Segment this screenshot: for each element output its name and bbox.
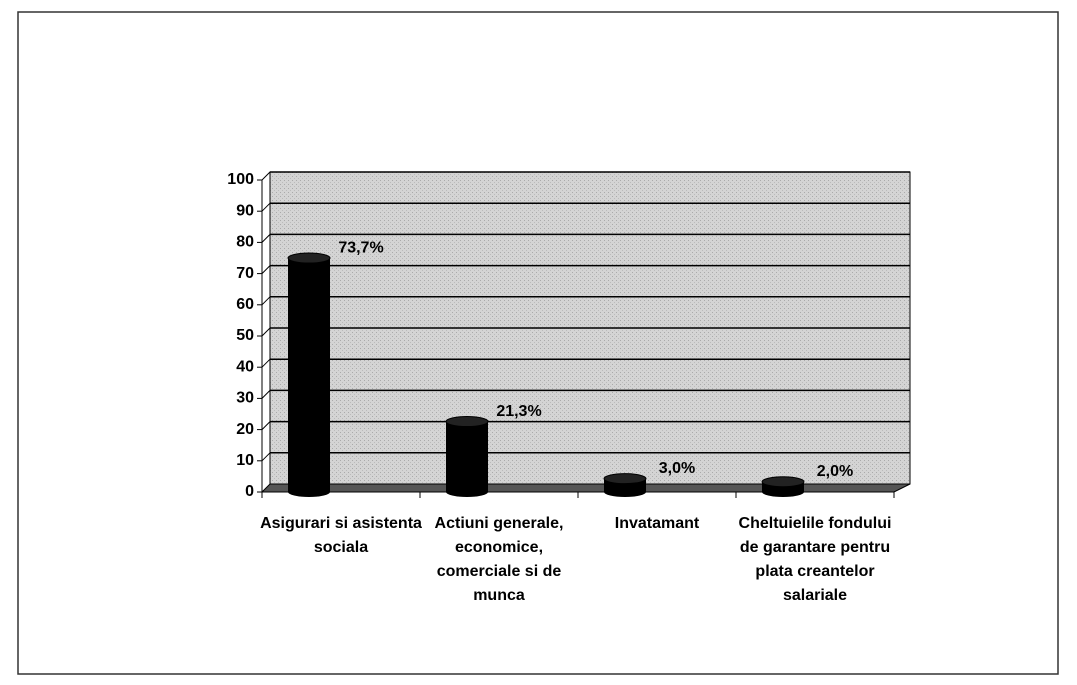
bar-top xyxy=(761,476,805,488)
bar-top xyxy=(445,416,489,428)
bar-base xyxy=(288,487,330,497)
y-tick-label: 80 xyxy=(236,234,254,251)
y-tick-label: 10 xyxy=(236,452,254,469)
bar-base xyxy=(446,487,488,497)
x-tick-label: Invatamant xyxy=(614,515,700,532)
x-tick-label: Asigurari si asistenta sociala xyxy=(260,515,422,556)
grid-line xyxy=(261,390,271,399)
y-tick-label: 60 xyxy=(236,296,254,313)
x-tick-label: Cheltuielile fondului de garantare pentr… xyxy=(738,515,892,604)
grid-line xyxy=(261,421,271,430)
y-tick-label: 0 xyxy=(245,483,254,500)
y-tick-label: 70 xyxy=(236,265,254,282)
x-tick-label: Actiuni generale, economice, comerciale … xyxy=(434,515,564,604)
grid-line xyxy=(261,327,271,337)
grid-line xyxy=(261,171,271,181)
bar xyxy=(446,421,488,492)
y-tick-label: 20 xyxy=(236,421,254,438)
frame xyxy=(17,11,1059,675)
value-label: 2,0% xyxy=(817,463,853,480)
y-tick-label: 90 xyxy=(236,202,254,219)
value-label: 73,7% xyxy=(338,239,383,256)
y-tick-label: 100 xyxy=(227,171,254,188)
grid-line xyxy=(261,265,271,274)
value-label: 3,0% xyxy=(659,460,695,477)
grid-line xyxy=(261,234,271,243)
bar-top xyxy=(603,473,647,485)
bar xyxy=(288,258,330,492)
floor xyxy=(260,483,911,493)
grid-line xyxy=(261,202,271,212)
value-label: 21,3% xyxy=(496,403,541,420)
y-tick-label: 50 xyxy=(236,327,254,344)
bar-base xyxy=(762,487,804,497)
bar-base xyxy=(604,487,646,497)
bar-top xyxy=(287,252,331,264)
y-tick-label: 40 xyxy=(236,358,254,375)
grid-line xyxy=(261,452,271,462)
grid-line xyxy=(261,296,271,306)
y-tick-label: 30 xyxy=(236,390,254,407)
grid-line xyxy=(261,358,271,368)
